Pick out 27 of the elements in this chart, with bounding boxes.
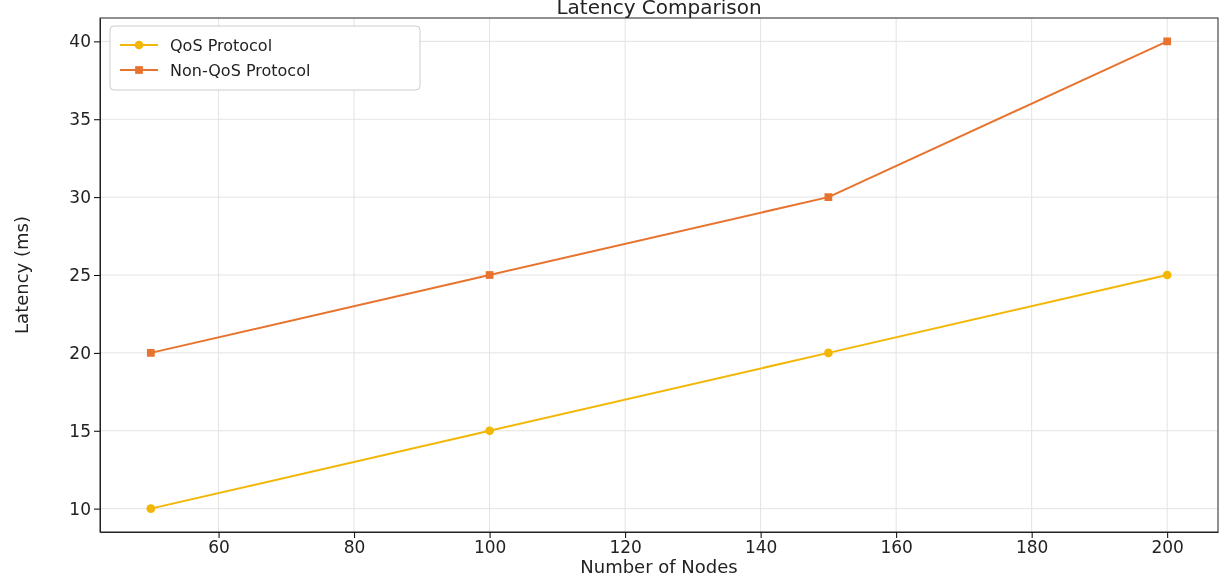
point bbox=[485, 271, 494, 279]
x-axis-title: Number of Nodes bbox=[580, 556, 738, 577]
point bbox=[146, 504, 156, 513]
point bbox=[1162, 270, 1172, 280]
y-tick-label: 30 bbox=[69, 187, 91, 208]
y-tick-label: 15 bbox=[69, 420, 91, 441]
legend-label: Non-QoS Protocol bbox=[170, 61, 311, 80]
y-tick-label: 20 bbox=[69, 342, 91, 363]
x-tick-label: 120 bbox=[609, 537, 642, 558]
point bbox=[824, 193, 833, 201]
point bbox=[485, 426, 494, 436]
legend-label: QoS Protocol bbox=[170, 36, 273, 55]
y-tick-label: 40 bbox=[69, 31, 91, 52]
x-tick-label: 180 bbox=[1015, 537, 1049, 558]
y-tick-label: 35 bbox=[69, 109, 91, 130]
point bbox=[824, 348, 833, 358]
x-tick-label: 140 bbox=[744, 537, 778, 558]
x-tick-label: 200 bbox=[1151, 537, 1184, 558]
x-tick-label: 80 bbox=[343, 537, 366, 558]
y-tick-label: 10 bbox=[69, 498, 91, 519]
y-tick-label: 25 bbox=[69, 264, 91, 285]
x-tick-label: 100 bbox=[473, 537, 507, 558]
point bbox=[146, 349, 155, 357]
x-tick-label: 60 bbox=[208, 537, 230, 558]
y-axis-title: Latency (ms) bbox=[11, 216, 32, 334]
x-tick-label: 160 bbox=[880, 537, 913, 558]
point bbox=[1163, 37, 1172, 46]
